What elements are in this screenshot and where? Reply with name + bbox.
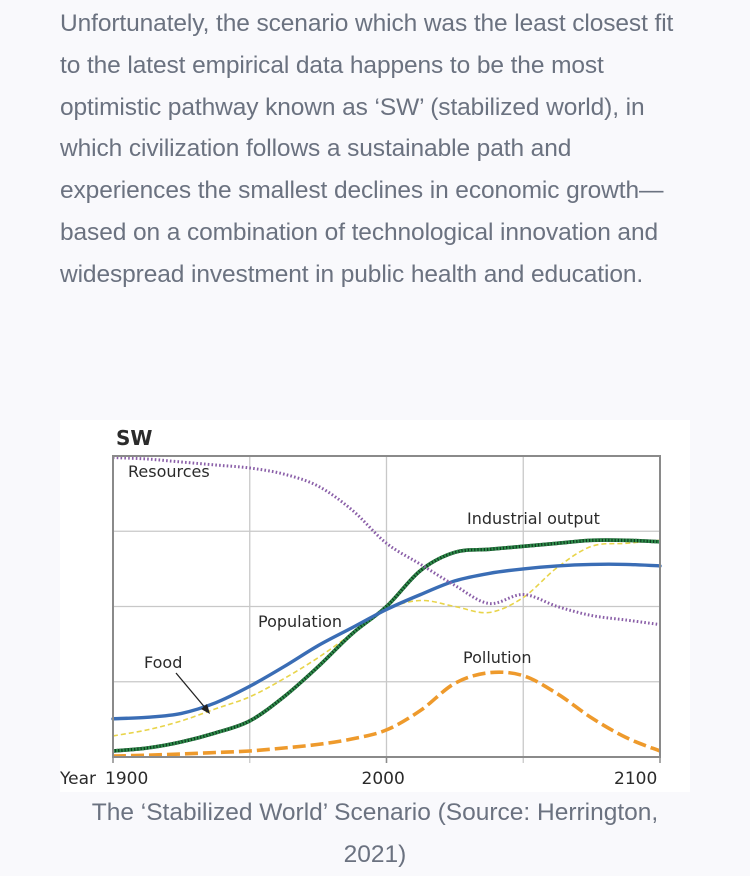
food-pointer-arrowhead xyxy=(201,704,210,714)
x-axis-label: Year xyxy=(60,769,96,789)
x-tick-label: 1900 xyxy=(105,769,148,789)
label-industrial-output: Industrial output xyxy=(467,509,600,528)
label-resources: Resources xyxy=(128,462,210,481)
figure-caption: The ‘Stabilized World’ Scenario (Source:… xyxy=(91,799,659,868)
x-tick-label: 2100 xyxy=(614,769,657,789)
tick-label-layer: 1900 2000 2100 xyxy=(105,769,657,789)
label-food: Food xyxy=(144,653,182,672)
label-pollution: Pollution xyxy=(463,648,532,667)
series-line-resources xyxy=(112,456,661,627)
article-paragraph: Unfortunately, the scenario which was th… xyxy=(60,10,674,288)
label-population: Population xyxy=(258,612,342,631)
series-line-pollution xyxy=(112,670,661,758)
chart-figure: SW Resources Industrial output Populatio… xyxy=(60,420,690,792)
frame-layer xyxy=(112,455,661,763)
x-tick-label: 2000 xyxy=(362,769,405,789)
food-pointer-arrow xyxy=(175,672,208,711)
chart-svg: SW Resources Industrial output Populatio… xyxy=(60,426,662,789)
chart-title: SW xyxy=(116,426,152,450)
series-line-industrial-output xyxy=(112,538,661,753)
